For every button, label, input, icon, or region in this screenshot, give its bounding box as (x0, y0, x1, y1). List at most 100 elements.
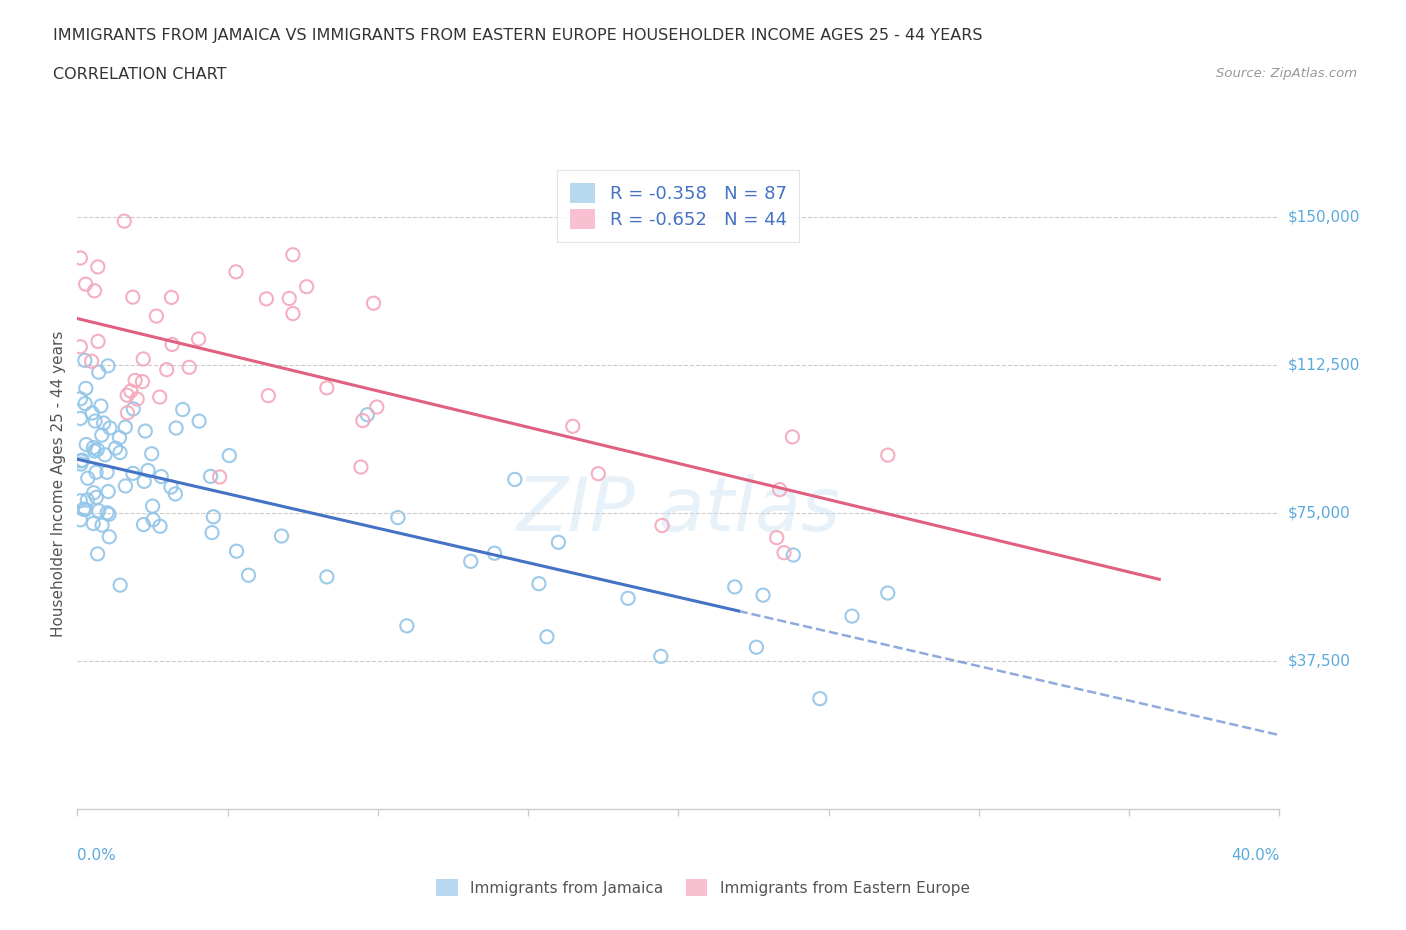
Point (112, 214, 135, 229)
Point (108, 578, 131, 592)
Point (200, 469, 222, 484)
Point (75, 437, 97, 452)
Point (84, 414, 107, 429)
Point (160, 290, 183, 305)
Point (96, 505, 118, 520)
Point (650, 649, 672, 664)
Point (86, 547, 108, 562)
Point (87, 259, 110, 274)
Point (460, 554, 482, 569)
Point (121, 289, 143, 304)
Point (114, 419, 136, 434)
Point (387, 511, 409, 525)
Point (134, 474, 156, 489)
Point (315, 380, 337, 395)
Point (350, 459, 373, 474)
Point (82, 440, 104, 455)
Point (773, 545, 796, 560)
Point (72, 502, 94, 517)
Point (281, 247, 304, 262)
Point (90, 428, 112, 443)
Point (503, 472, 526, 487)
Y-axis label: Householder Income Ages 25 - 44 years: Householder Income Ages 25 - 44 years (51, 330, 66, 637)
Point (82, 516, 104, 531)
Point (165, 486, 187, 501)
Point (295, 279, 318, 294)
Point (769, 483, 792, 498)
Point (90, 399, 112, 414)
Point (132, 517, 155, 532)
Point (86, 490, 108, 505)
Point (254, 291, 277, 306)
Point (201, 525, 224, 540)
Point (395, 618, 418, 633)
Point (70, 454, 93, 469)
Point (208, 470, 231, 485)
Text: CORRELATION CHART: CORRELATION CHART (53, 67, 226, 82)
Point (108, 445, 131, 460)
Point (225, 544, 247, 559)
Point (315, 569, 337, 584)
Point (588, 466, 610, 481)
Point (366, 400, 388, 415)
Text: ZIP atlas: ZIP atlas (516, 473, 841, 546)
Point (356, 407, 378, 422)
Point (257, 388, 280, 403)
Point (98, 507, 121, 522)
Point (91, 518, 114, 533)
Point (87, 503, 110, 518)
Point (96, 465, 118, 480)
Point (617, 591, 640, 605)
Point (172, 402, 194, 417)
Text: 0.0%: 0.0% (77, 848, 117, 863)
Point (145, 309, 167, 324)
Point (83, 485, 105, 500)
Point (724, 579, 747, 594)
Point (80, 353, 103, 368)
Point (218, 448, 240, 463)
Point (83, 284, 105, 299)
Point (115, 388, 138, 403)
Point (87, 334, 110, 349)
Point (142, 498, 165, 513)
Point (127, 392, 149, 406)
Text: IMMIGRANTS FROM JAMAICA VS IMMIGRANTS FROM EASTERN EUROPE HOUSEHOLDER INCOME AGE: IMMIGRANTS FROM JAMAICA VS IMMIGRANTS FR… (53, 28, 983, 43)
Point (561, 418, 583, 433)
Point (122, 466, 145, 481)
Point (84, 465, 107, 480)
Point (149, 390, 172, 405)
Text: $75,000: $75,000 (1288, 506, 1351, 521)
Point (98, 529, 121, 544)
Point (651, 518, 673, 533)
Point (841, 608, 863, 623)
Point (75, 277, 97, 292)
Point (104, 441, 127, 456)
Point (547, 535, 569, 550)
Point (352, 413, 374, 428)
Point (94, 447, 117, 462)
Point (808, 691, 831, 706)
Point (188, 414, 211, 429)
Point (278, 291, 301, 306)
Point (876, 447, 898, 462)
Point (225, 264, 247, 279)
Point (527, 577, 550, 591)
Point (83, 444, 105, 458)
Point (136, 463, 159, 478)
Point (124, 373, 146, 388)
Point (76, 493, 98, 508)
Point (69, 493, 91, 508)
Point (75, 502, 97, 517)
Point (122, 402, 145, 417)
Point (75, 396, 97, 411)
Point (117, 405, 139, 420)
Point (69, 392, 91, 406)
Point (69, 512, 91, 527)
Point (765, 530, 787, 545)
Point (76, 471, 98, 485)
Point (150, 469, 173, 484)
Point (93, 416, 115, 431)
Point (131, 374, 153, 389)
Point (202, 510, 225, 525)
Point (876, 586, 898, 601)
